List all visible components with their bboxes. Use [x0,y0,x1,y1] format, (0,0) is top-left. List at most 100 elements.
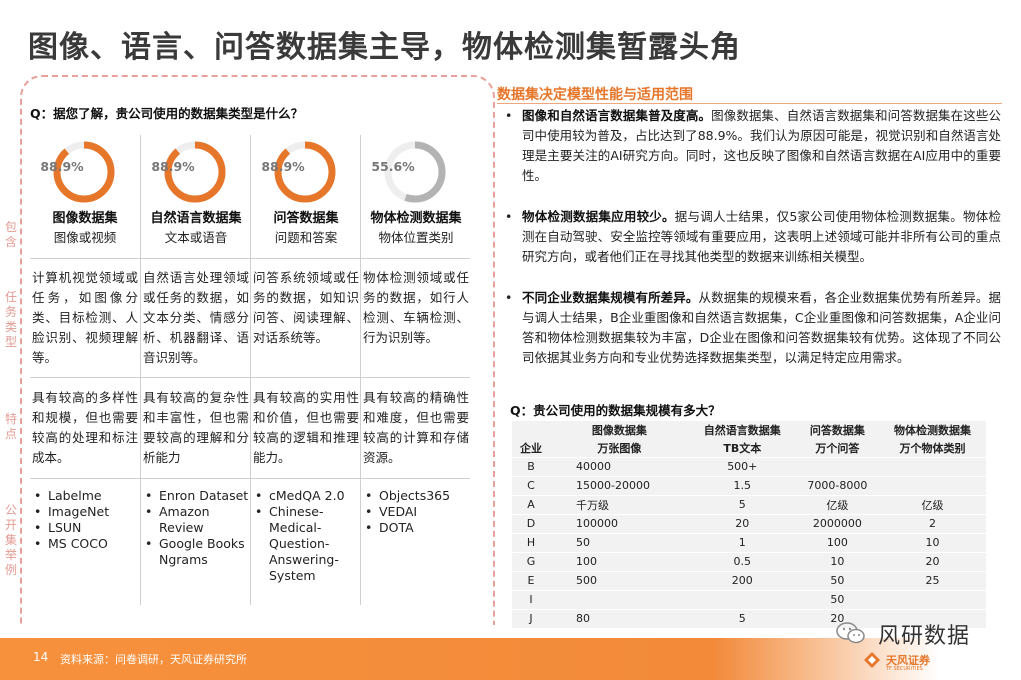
dataset-column-nlp: 88.9% 自然语言数据集 文本或语音 自然语言处理领域或任务的数据，如文本分类… [140,135,250,605]
table-cell: 40000 [550,456,689,476]
table-cell: 亿级 [879,494,986,514]
feature-text: 具有较高的复杂性和丰富性，但也需要较高的理解和分析能力 [143,390,249,465]
table-row: I 50 [512,589,986,609]
percent-value: 88.9% [151,159,195,174]
table-header: 企业 [520,441,542,455]
example-list: cMedQA 2.0 Chinese-Medical-Question-Answ… [253,488,359,584]
dataset-column-object-detection: 55.6% 物体检测数据集 物体位置类别 物体检测领域或任务的数据，如行人检测、… [360,135,470,605]
left-question: Q：据您了解，贵公司使用的数据集类型是什么？ [30,106,304,121]
table-cell: 5 [688,608,796,628]
table-cell: E [512,570,550,590]
table-cell: 0.5 [688,551,796,571]
table-cell: 2000000 [795,513,880,533]
bullet-lead: 物体检测数据集应用较少。 [522,209,675,224]
table-cell: 20 [688,513,796,533]
watermark-text: 风研数据 [878,624,971,649]
feature-text: 具有较高的精确性和难度，但也需要较高的计算和存储资源。 [363,390,469,465]
page-number: 14 [33,650,49,664]
table-cell: H [512,532,550,552]
list-item: Labelme [32,488,138,504]
table-cell: J [512,608,550,628]
dataset-column-qa: 88.9% 问答数据集 问题和答案 问答系统领域或任务的数据，如知识问答、阅读理… [250,135,360,605]
table-unit: 万个问答 [815,441,860,455]
example-list: Objects365 VEDAI DOTA [363,488,469,536]
source-note: 资料来源：问卷调研，天风证券研究所 [60,653,247,666]
table-unit: 万个物体类别 [899,441,966,455]
side-label-contains: 包含 [4,220,17,249]
feature-text: 具有较高的实用性和价值，但也需要较高的逻辑和推理能力。 [253,390,359,465]
task-type-text: 自然语言处理领域或任务的数据，如文本分类、情感分析、机器翻译、语音识别等。 [143,270,249,365]
percent-value: 88.9% [261,159,305,174]
tf-securities-logo-icon [864,652,880,668]
bullet-text: 据与调人士结果，仅5家公司使用物体检测数据集。物体检测在自动驾驶、安全监控等领域… [522,209,1001,264]
list-item: VEDAI [363,504,469,520]
table-cell [688,589,796,609]
table-cell: 50 [550,532,689,552]
column-subheading: 图像或视频 [53,230,117,245]
side-label-feature: 特点 [4,412,17,441]
table-cell [795,456,880,476]
table-cell: 80 [550,608,689,628]
task-type-text: 计算机视觉领域或任务，如图像分类、目标检测、人脸识别、视频理解等。 [32,270,138,365]
list-item: 物体检测数据集应用较少。据与调人士结果，仅5家公司使用物体检测数据集。物体检测在… [503,207,1001,267]
column-heading: 问答数据集 [273,211,339,226]
logo-subtitle: TF SECURITIES [886,666,923,672]
list-item: cMedQA 2.0 [253,488,359,504]
column-subheading: 物体位置类别 [378,230,454,245]
table-cell: 500 [550,570,689,590]
table-question: Q：贵公司使用的数据集规模有多大？ [510,403,721,418]
table-row: D 100000 20 2000000 2 [512,513,986,533]
list-item: Google Books Ngrams [143,536,249,568]
dataset-column-image: 88.9% 图像数据集 图像或视频 计算机视觉领域或任务，如图像分类、目标检测、… [30,135,140,605]
table-cell: 100 [550,551,689,571]
table-cell: A [512,494,550,514]
table-cell: 5 [688,494,796,514]
table-unit: 万张图像 [597,441,642,455]
list-item: Objects365 [363,488,469,504]
page-title: 图像、语言、问答数据集主导，物体检测集暂露头角 [28,30,741,65]
table-cell [879,456,986,476]
column-heading: 自然语言数据集 [150,211,242,226]
table-header: 问答数据集 [809,424,865,437]
table-cell: 1 [688,532,796,552]
list-item: 图像和自然语言数据集普及度高。图像数据集、自然语言数据集和问答数据集在这些公司中… [503,106,1001,186]
table-cell: 10 [795,551,880,571]
table-cell: B [512,456,550,476]
list-item: Chinese-Medical-Question-Answering-Syste… [253,504,359,584]
table-cell: 200 [688,570,796,590]
table-cell: 亿级 [795,494,880,514]
table-header: 图像数据集 [591,424,647,437]
table-row: J 80 5 20 [512,608,986,628]
table-row: H 50 1 100 10 [512,532,986,552]
table-row: G 100 0.5 10 20 [512,551,986,571]
table-cell: 20 [879,551,986,571]
table-cell: 20 [795,608,880,628]
table-cell: 50 [795,570,880,590]
list-item: Enron Dataset [143,488,249,504]
bullet-text: 从数据集的规模来看，各企业数据集优势有所差异。据与调人士结果，B企业重图像和自然… [522,290,1001,365]
feature-text: 具有较高的多样性和规模，但也需要较高的处理和标注成本。 [32,390,138,465]
task-type-text: 物体检测领域或任务的数据，如行人检测、车辆检测、行为识别等。 [363,270,469,345]
task-type-text: 问答系统领域或任务的数据，如知识问答、阅读理解、对话系统等。 [253,270,359,345]
row-divider [30,478,470,479]
table-header-row: 图像数据集 自然语言数据集 问答数据集 物体检测数据集 [512,421,986,439]
table-cell: 100000 [550,513,689,533]
table-cell: 7000-8000 [795,475,880,495]
table-header: 物体检测数据集 [894,424,972,437]
table-row: E 500 200 50 25 [512,570,986,590]
table-row: C 15000-20000 1.5 7000-8000 [512,475,986,495]
table-cell: 500+ [688,456,796,476]
dataset-columns: 88.9% 图像数据集 图像或视频 计算机视觉领域或任务，如图像分类、目标检测、… [30,135,470,605]
column-subheading: 问题和答案 [274,230,338,245]
table-row: B 40000 500+ [512,456,986,476]
bullet-lead: 图像和自然语言数据集普及度高。 [522,108,712,123]
list-item: ImageNet [32,504,138,520]
bullet-lead: 不同企业数据集规模有所差异。 [522,290,699,305]
logo-name: 天风证券 [886,654,930,667]
table-cell: 2 [879,513,986,533]
side-label-task-type: 任务类型 [4,290,17,349]
table-unit: TB文本 [723,441,762,455]
table-cell [879,608,986,628]
row-divider [30,258,470,259]
table-cell: G [512,551,550,571]
